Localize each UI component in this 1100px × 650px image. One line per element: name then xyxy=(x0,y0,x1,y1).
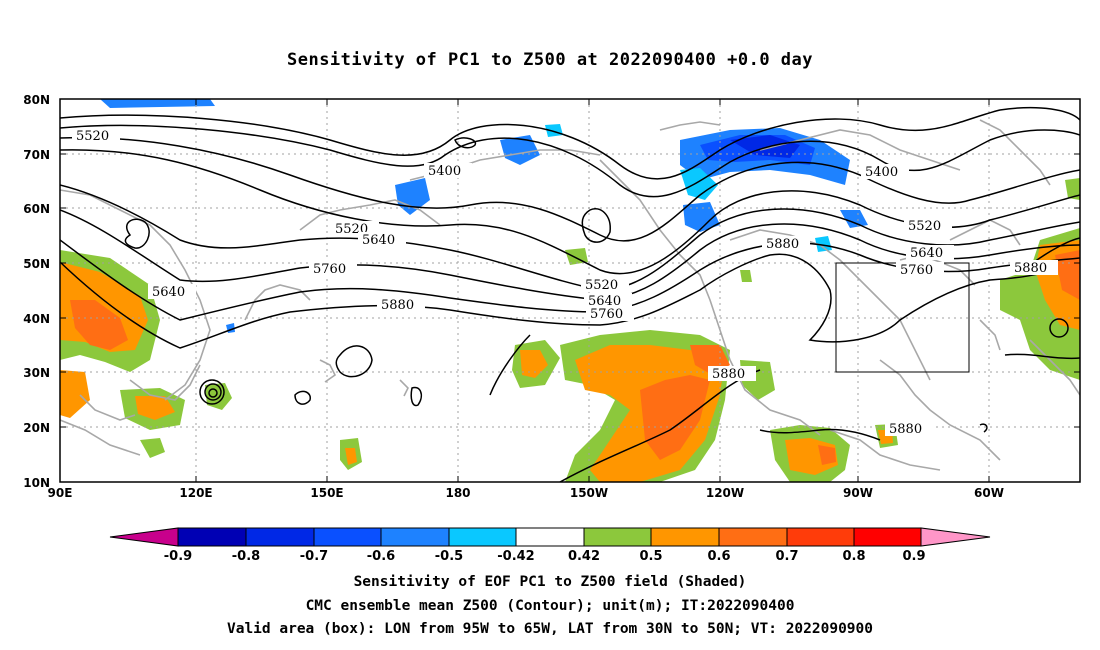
contour-label: 5760 xyxy=(590,307,623,322)
colorbar-cell xyxy=(177,527,247,547)
lat-labels: 80N 70N 60N 50N 40N 30N 20N 10N xyxy=(23,93,50,490)
colorbar-label: 0.42 xyxy=(568,549,600,564)
lon-label: 150W xyxy=(570,486,608,500)
lon-label: 150E xyxy=(310,486,343,500)
contour-label: 5880 xyxy=(381,298,414,313)
lon-label: 90E xyxy=(48,486,73,500)
lon-label: 120E xyxy=(179,486,212,500)
contour-label: 5640 xyxy=(588,294,621,309)
map-title: Sensitivity of PC1 to Z500 at 2022090400… xyxy=(286,50,813,70)
contour-label: 5760 xyxy=(900,263,933,278)
lon-label: 90W xyxy=(843,486,873,500)
lon-labels: 90E 120E 150E 180 150W 120W 90W 60W xyxy=(48,486,1004,500)
colorbar-cell xyxy=(380,527,450,547)
colorbar-label: -0.9 xyxy=(164,549,192,564)
lon-label: 180 xyxy=(445,486,470,500)
colorbar-label: -0.5 xyxy=(435,549,463,564)
contour-label: 5640 xyxy=(910,246,943,261)
colorbar-label: 0.9 xyxy=(902,549,925,564)
colorbar-cell xyxy=(515,527,585,547)
colorbar-cell xyxy=(448,527,517,547)
caption-contour: CMC ensemble mean Z500 (Contour); unit(m… xyxy=(305,598,795,614)
colorbar-label: 0.7 xyxy=(775,549,798,564)
contour-label: 5640 xyxy=(152,285,185,300)
contour-label: 5400 xyxy=(865,165,898,180)
lat-lon-grid xyxy=(60,99,1080,482)
colorbar-label: 0.5 xyxy=(639,549,662,564)
lat-label: 10N xyxy=(23,476,50,490)
lat-label: 30N xyxy=(23,366,50,380)
colorbar-cell xyxy=(583,527,652,547)
lat-label: 40N xyxy=(23,312,50,326)
map-frame xyxy=(59,98,1081,483)
contour-label: 5400 xyxy=(428,164,461,179)
contour-label: 5520 xyxy=(585,278,618,293)
contour-label: 5880 xyxy=(766,237,799,252)
colorbar-label: -0.7 xyxy=(300,549,328,564)
colorbar-cell xyxy=(786,527,855,547)
lat-label: 80N xyxy=(23,93,50,107)
contour-label: 5520 xyxy=(908,219,941,234)
contour-label: 5760 xyxy=(313,262,346,277)
coastlines xyxy=(60,119,1080,471)
caption-shading: Sensitivity of EOF PC1 to Z500 field (Sh… xyxy=(353,574,747,590)
caption-valid-area: Valid area (box): LON from 95W to 65W, L… xyxy=(226,621,873,637)
contour-label: 5880 xyxy=(889,422,922,437)
colorbar-label: -0.8 xyxy=(232,549,260,564)
colorbar-label: -0.42 xyxy=(497,549,534,564)
contour-label: 5520 xyxy=(76,129,109,144)
sensitivity-shading xyxy=(60,99,1080,482)
colorbar-label: 0.8 xyxy=(842,549,865,564)
colorbar-cell xyxy=(853,527,922,547)
axis-ticks xyxy=(60,98,1080,483)
lon-label: 120W xyxy=(706,486,744,500)
lat-label: 70N xyxy=(23,148,50,162)
colorbar-max-arrow xyxy=(920,527,991,547)
colorbar-label: -0.6 xyxy=(367,549,395,564)
colorbar-cell xyxy=(650,527,720,547)
colorbar-cell xyxy=(313,527,382,547)
lat-label: 50N xyxy=(23,257,50,271)
lat-label: 20N xyxy=(23,421,50,435)
lon-label: 60W xyxy=(974,486,1004,500)
colorbar-labels: -0.9 -0.8 -0.7 -0.6 -0.5 -0.42 0.42 0.5 … xyxy=(164,549,926,564)
colorbar-label: 0.6 xyxy=(707,549,730,564)
contour-label: 5640 xyxy=(362,233,395,248)
contour-label: 5880 xyxy=(1014,261,1047,276)
colorbar xyxy=(109,527,991,547)
colorbar-min-arrow xyxy=(109,527,179,547)
lat-label: 60N xyxy=(23,202,50,216)
contour-label: 5880 xyxy=(712,367,745,382)
colorbar-cell xyxy=(718,527,788,547)
colorbar-cell xyxy=(245,527,315,547)
contour-labels: 5520 5400 5520 5640 5640 5760 5880 5400 … xyxy=(72,128,1058,437)
